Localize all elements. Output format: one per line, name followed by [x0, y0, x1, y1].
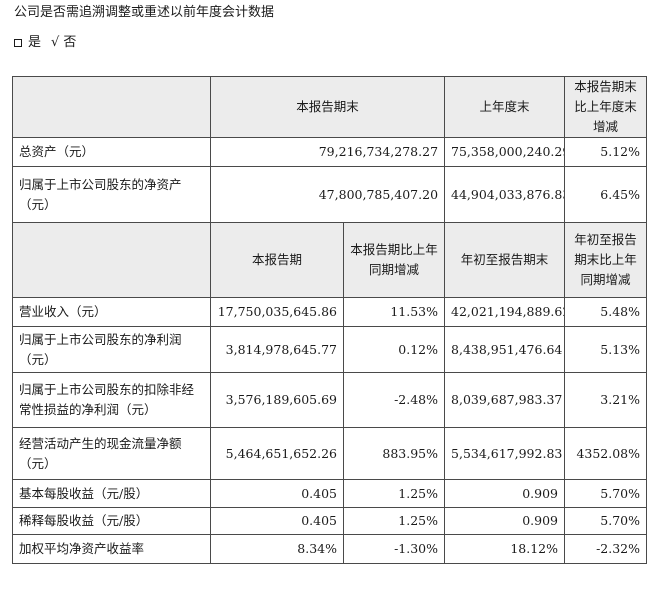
row-label-adjusted-net-profit: 归属于上市公司股东的扣除非经常性损益的净利润（元） — [12, 372, 211, 428]
financial-data-table: 本报告期末 上年度末 本报告期末比上年度末增减 总资产（元） 79,216,73… — [12, 76, 648, 564]
cell-value: 4352.08% — [564, 427, 648, 480]
cell-value: 3,814,978,645.77 — [210, 326, 344, 373]
option-yes-label: 是 — [28, 35, 42, 50]
row-label-net-profit: 归属于上市公司股东的净利润（元） — [12, 326, 211, 373]
cell-value: 6.45% — [564, 166, 648, 223]
cell-value: 17,750,035,645.86 — [210, 297, 344, 327]
cell-value: 44,904,033,876.83 — [444, 166, 566, 223]
cell-value: 0.909 — [444, 507, 566, 535]
table-row: 经营活动产生的现金流量净额（元） 5,464,651,652.26 883.95… — [12, 427, 648, 480]
cell-value: 11.53% — [342, 297, 446, 327]
cell-value: 883.95% — [342, 427, 446, 480]
restatement-section: 公司是否需追溯调整或重述以前年度会计数据 是 √ 否 — [14, 2, 654, 54]
table-row: 归属于上市公司股东的扣除非经常性损益的净利润（元） 3,576,189,605.… — [12, 372, 648, 428]
cell-value: -2.32% — [564, 534, 648, 564]
cell-value: 0.405 — [210, 479, 344, 508]
cell-value: 1.25% — [342, 479, 446, 508]
cell-value: 8.34% — [210, 534, 344, 564]
cell-value: 1.25% — [342, 507, 446, 535]
table1-header-period-end: 本报告期末 — [209, 76, 446, 138]
row-label-operating-cash-flow: 经营活动产生的现金流量净额（元） — [12, 427, 211, 480]
table-row: 归属于上市公司股东的净资产（元） 47,800,785,407.20 44,90… — [12, 166, 648, 223]
cell-value: 5.70% — [564, 507, 648, 535]
cell-value: 5.13% — [564, 326, 648, 373]
cell-value: 3,576,189,605.69 — [210, 372, 344, 428]
restatement-question: 公司是否需追溯调整或重述以前年度会计数据 — [14, 5, 275, 20]
table1-header-row: 本报告期末 上年度末 本报告期末比上年度末增减 — [12, 76, 648, 138]
row-label-basic-eps: 基本每股收益（元/股） — [12, 479, 211, 508]
cell-value: 75,358,000,240.29 — [444, 137, 566, 167]
restatement-choices: 是 √ 否 — [14, 32, 654, 54]
table-row: 归属于上市公司股东的净利润（元） 3,814,978,645.77 0.12% … — [12, 326, 648, 373]
cell-value: 3.21% — [564, 372, 648, 428]
row-label-net-assets: 归属于上市公司股东的净资产（元） — [12, 166, 211, 223]
option-no-label: 否 — [63, 35, 77, 50]
check-mark-icon: √ — [51, 35, 60, 50]
cell-value: 5.48% — [564, 297, 648, 327]
table2-header-period-change: 本报告期比上年同期增减 — [342, 222, 446, 298]
cell-value: 5,534,617,992.83 — [444, 427, 566, 480]
cell-value: 8,039,687,983.37 — [444, 372, 566, 428]
row-label-total-assets: 总资产（元） — [12, 137, 211, 167]
table1-header-blank — [12, 76, 211, 138]
cell-value: -1.30% — [342, 534, 446, 564]
table1-header-last-year-end: 上年度末 — [444, 76, 566, 138]
table2-header-ytd: 年初至报告期末 — [444, 222, 566, 298]
table2-header-blank — [12, 222, 211, 298]
cell-value: 8,438,951,476.64 — [444, 326, 566, 373]
table-row: 稀释每股收益（元/股） 0.405 1.25% 0.909 5.70% — [12, 507, 648, 535]
table-row: 基本每股收益（元/股） 0.405 1.25% 0.909 5.70% — [12, 479, 648, 508]
table-row: 总资产（元） 79,216,734,278.27 75,358,000,240.… — [12, 137, 648, 167]
table-row: 加权平均净资产收益率 8.34% -1.30% 18.12% -2.32% — [12, 534, 648, 564]
cell-value: 0.405 — [210, 507, 344, 535]
checkbox-icon — [14, 39, 22, 47]
table1-header-change: 本报告期末比上年度末增减 — [564, 76, 648, 138]
row-label-revenue: 营业收入（元） — [12, 297, 211, 327]
row-label-roe: 加权平均净资产收益率 — [12, 534, 211, 564]
cell-value: 5.70% — [564, 479, 648, 508]
cell-value: -2.48% — [342, 372, 446, 428]
cell-value: 79,216,734,278.27 — [209, 137, 446, 167]
cell-value: 5.12% — [564, 137, 648, 167]
row-label-diluted-eps: 稀释每股收益（元/股） — [12, 507, 211, 535]
cell-value: 18.12% — [444, 534, 566, 564]
table2-header-row: 本报告期 本报告期比上年同期增减 年初至报告期末 年初至报告期末比上年同期增减 — [12, 222, 648, 298]
cell-value: 0.909 — [444, 479, 566, 508]
table2-header-current-period: 本报告期 — [210, 222, 344, 298]
cell-value: 42,021,194,889.62 — [444, 297, 566, 327]
cell-value: 5,464,651,652.26 — [210, 427, 344, 480]
cell-value: 0.12% — [342, 326, 446, 373]
table-row: 营业收入（元） 17,750,035,645.86 11.53% 42,021,… — [12, 297, 648, 327]
cell-value: 47,800,785,407.20 — [209, 166, 446, 223]
table2-header-ytd-change: 年初至报告期末比上年同期增减 — [564, 222, 648, 298]
